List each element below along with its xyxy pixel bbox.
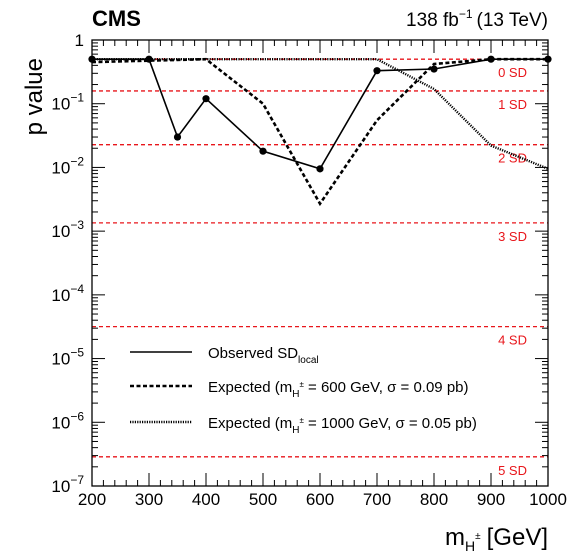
sd-reference-lines: 0 SD 1 SD 2 SD 3 SD 4 SD 5 SD xyxy=(92,58,548,478)
x-tick-label: 800 xyxy=(420,490,448,509)
lumi-label: 138 fb−1 (13 TeV) xyxy=(406,7,548,31)
x-tick-label: 1000 xyxy=(529,490,567,509)
sd-label-4: 4 SD xyxy=(498,333,527,348)
lumi-exponent: −1 xyxy=(459,7,473,21)
observed-point xyxy=(173,133,182,141)
sd-label-5: 5 SD xyxy=(498,463,527,478)
x-tick-label: 700 xyxy=(363,490,391,509)
experiment-label: CMS xyxy=(92,6,141,31)
y-tick-label: 10−7 xyxy=(51,473,84,496)
x-tick-label: 500 xyxy=(249,490,277,509)
sd-label-0: 0 SD xyxy=(498,65,527,80)
observed-point xyxy=(259,147,267,155)
legend: Observed SDlocal Expected (mH± = 600 GeV,… xyxy=(130,345,477,436)
legend-entry-expected600: Expected (mH± = 600 GeV, σ = 0.09 pb) xyxy=(208,379,469,400)
observed-point xyxy=(373,67,381,75)
y-tick-label: 10−2 xyxy=(51,154,84,177)
y-tick-label: 10−5 xyxy=(51,346,84,369)
legend-entry-observed: Observed SDlocal xyxy=(208,345,319,366)
series-line-expected1000 xyxy=(92,58,549,170)
sd-label-3: 3 SD xyxy=(498,229,527,244)
data-series xyxy=(88,55,552,207)
x-axis-label-sub: H xyxy=(465,538,475,554)
y-tick-label: 10−4 xyxy=(51,282,84,305)
observed-point xyxy=(316,165,324,173)
x-axis-label-main: m xyxy=(445,524,465,551)
x-tick-label: 300 xyxy=(135,490,163,509)
y-axis-label: p value xyxy=(21,58,48,135)
series-line-expected600 xyxy=(91,57,548,207)
sd-label-1: 1 SD xyxy=(498,97,527,112)
observed-point xyxy=(430,65,438,73)
y-tick-label: 1 xyxy=(75,31,84,50)
y-tick-label: 10−3 xyxy=(51,218,84,241)
legend-entry-expected1000: Expected (mH± = 1000 GeV, σ = 0.05 pb) xyxy=(208,415,477,436)
x-axis-label: mH± [GeV] xyxy=(445,524,548,554)
x-tick-label: 200 xyxy=(78,490,106,509)
x-axis-label-unit: [GeV] xyxy=(487,524,548,551)
x-tick-label: 900 xyxy=(477,490,505,509)
x-tick-label: 400 xyxy=(192,490,220,509)
energy-label: (13 TeV) xyxy=(477,10,548,31)
x-tick-label: 600 xyxy=(306,490,334,509)
lumi-value: 138 fb xyxy=(406,10,459,31)
y-tick-label: 10−6 xyxy=(51,409,84,432)
axes: 200 300 400 500 600 700 800 900 1000 1 10−1 10−2 10−… xyxy=(51,31,567,509)
x-axis-label-sup: ± xyxy=(475,531,481,542)
series-line-observed xyxy=(92,58,548,170)
y-tick-label: 10−1 xyxy=(51,91,84,114)
sd-label-2: 2 SD xyxy=(498,151,527,166)
observed-point xyxy=(202,95,210,103)
